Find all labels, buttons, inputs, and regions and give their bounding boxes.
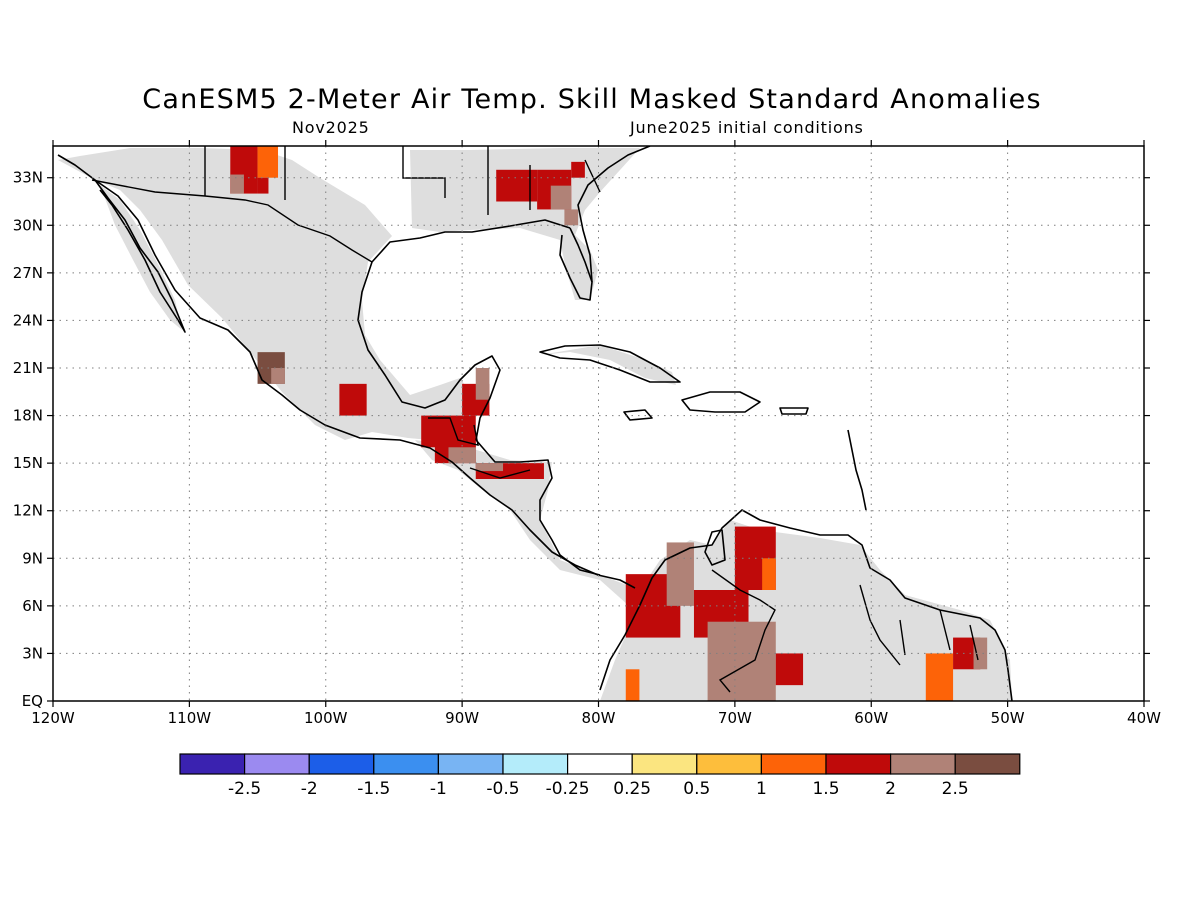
lat-tick-label: 24N	[13, 311, 43, 329]
colorbar-label: 2	[885, 779, 896, 799]
coast-central-caribbean	[475, 439, 601, 576]
colorbar-label: 1.5	[812, 779, 839, 799]
anomaly-cell	[550, 185, 572, 210]
anomaly-cell	[571, 161, 585, 178]
colorbar-label: 1	[756, 779, 767, 799]
lat-tick-label: EQ	[22, 692, 43, 710]
anomaly-cell	[448, 447, 476, 464]
anomaly-cell	[271, 368, 285, 384]
colorbar-swatch	[179, 753, 246, 775]
lat-tick-label: 3N	[22, 644, 43, 662]
coast-mexico-west	[57, 154, 636, 589]
colorbar-swatch	[244, 753, 310, 775]
colorbar-swatch	[437, 753, 504, 775]
lon-tick-label: 110W	[168, 709, 212, 727]
lat-tick-label: 27N	[13, 264, 43, 282]
coast-jamaica	[623, 409, 653, 421]
coast-puerto-rico	[779, 407, 809, 415]
anomaly-cell	[925, 653, 954, 701]
anomaly-cell	[475, 368, 490, 400]
lat-tick-label: 33N	[13, 169, 43, 187]
lat-tick-label: 12N	[13, 502, 43, 520]
forecast-month-label: Nov2025	[292, 118, 370, 137]
lat-tick-label: 6N	[22, 597, 43, 615]
anomaly-cell	[257, 146, 279, 178]
anomaly-cells	[230, 146, 988, 701]
anomaly-cell	[496, 169, 538, 202]
colorbar-label: -0.25	[546, 779, 590, 799]
coast-us-east	[577, 146, 651, 283]
colorbar-swatch	[502, 753, 569, 775]
border-guatemala	[428, 417, 479, 446]
colorbar	[179, 753, 1021, 775]
colorbar-label: -1	[430, 779, 447, 799]
lat-tick-label: 18N	[13, 407, 43, 425]
coast-lesser-antilles	[847, 429, 867, 511]
lon-tick-label: 100W	[304, 709, 348, 727]
lon-tick-label: 40W	[1127, 709, 1161, 727]
lat-tick-label: 9N	[22, 549, 43, 567]
lon-tick-label: 80W	[582, 709, 616, 727]
gridlines	[53, 146, 1144, 701]
colorbar-label: -2.5	[228, 779, 261, 799]
colorbar-swatch	[825, 753, 892, 775]
colorbar-label: 2.5	[942, 779, 969, 799]
coast-cuba	[539, 344, 681, 383]
coast-maracaibo	[704, 529, 726, 566]
colorbar-swatch	[696, 753, 762, 775]
lon-tick-label: 50W	[991, 709, 1025, 727]
coast-florida	[559, 227, 593, 301]
colorbar-label: 0.5	[683, 779, 710, 799]
colorbar-labels: -2.5 -2 -1.5 -1 -0.5 -0.25 0.25 0.5 1 1.5 2 2.5	[228, 779, 969, 799]
anomaly-cell	[339, 383, 367, 416]
anomaly-cell	[257, 177, 269, 194]
colorbar-swatch	[308, 753, 375, 775]
coast-baja	[94, 179, 186, 333]
colorbar-label: -1.5	[357, 779, 390, 799]
land-mexico	[58, 148, 472, 440]
anomaly-cell	[564, 209, 579, 226]
coast-south-america-north	[599, 509, 1013, 701]
anomaly-cell	[230, 174, 244, 194]
lon-tick-label: 60W	[854, 709, 888, 727]
axis-ticks	[47, 140, 1150, 707]
lon-tick-label: 120W	[31, 709, 75, 727]
colorbar-swatch	[954, 753, 1021, 775]
lat-tick-label: 30N	[13, 216, 43, 234]
border-colombia-venezuela	[711, 569, 776, 693]
anomaly-cell	[625, 669, 640, 701]
border-honduras	[469, 467, 531, 479]
coast-gulf	[357, 219, 571, 441]
anomaly-cell	[775, 653, 804, 686]
initial-conditions-label: June2025 initial conditions	[630, 118, 864, 137]
map-title: CanESM5 2-Meter Air Temp. Skill Masked S…	[142, 84, 1042, 115]
land-south-america	[600, 520, 1012, 701]
border-guyana	[859, 584, 979, 666]
lat-tick-label: 21N	[13, 359, 43, 377]
land-cuba	[540, 345, 676, 385]
anomaly-cell	[475, 463, 504, 472]
lon-tick-label: 90W	[445, 709, 479, 727]
colorbar-swatch	[889, 753, 956, 775]
lat-tick-label: 15N	[13, 454, 43, 472]
anomaly-cell	[762, 558, 776, 590]
colorbar-label: -0.5	[486, 779, 519, 799]
anomaly-cell	[973, 637, 988, 670]
coast-hispaniola	[681, 391, 761, 413]
colorbar-swatch	[566, 753, 633, 775]
colorbar-swatch	[760, 753, 827, 775]
border-us-mexico	[91, 179, 373, 263]
colorbar-swatch	[373, 753, 439, 775]
coastlines	[57, 146, 1013, 701]
colorbar-label: 0.25	[613, 779, 651, 799]
colorbar-label: -2	[301, 779, 318, 799]
lon-tick-label: 70W	[718, 709, 752, 727]
anomaly-cell	[707, 621, 776, 701]
land-central-america	[415, 440, 635, 605]
colorbar-swatch	[631, 753, 698, 775]
